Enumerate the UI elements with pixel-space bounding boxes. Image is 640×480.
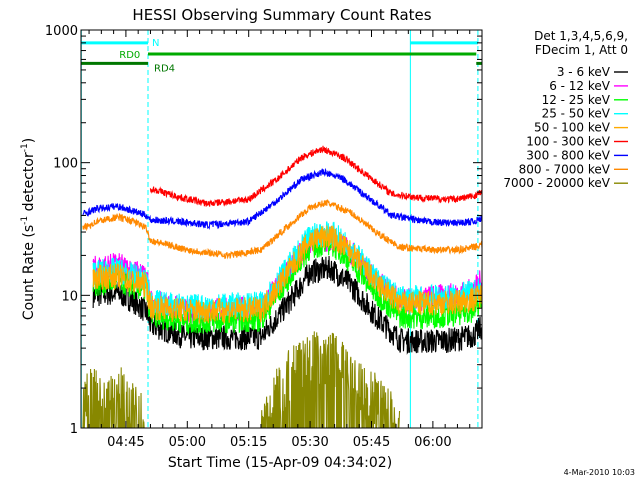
x-tick-label-5: 06:00 xyxy=(414,435,451,450)
series-6 xyxy=(82,167,483,231)
series-5 xyxy=(149,145,483,207)
y-label-mid: detector xyxy=(21,152,37,216)
series-8-line-0 xyxy=(82,367,146,429)
series-0-line-0 xyxy=(92,255,483,355)
series-7 xyxy=(82,198,483,260)
series-4 xyxy=(92,225,483,325)
y-tick-label-0: 1 xyxy=(70,422,78,437)
legend: Det 1,3,4,5,6,9, FDecim 1, Att 0 3 - 6 k… xyxy=(503,29,628,190)
x-tick-label-2: 05:15 xyxy=(230,435,267,450)
series-8-line-1 xyxy=(260,331,401,429)
x-tick-label-0: 04:45 xyxy=(107,435,144,450)
legend-label-7: 800 - 7000 keV xyxy=(519,162,611,176)
chart-title: HESSI Observing Summary Count Rates xyxy=(132,6,431,24)
footer-date: 4-Mar-2010 10:03 xyxy=(564,468,635,477)
series-8 xyxy=(82,331,401,429)
legend-label-3: 25 - 50 keV xyxy=(542,107,611,121)
series-7-line-0 xyxy=(82,198,483,260)
x-tick-label-4: 05:45 xyxy=(353,435,390,450)
y-label-end: ) xyxy=(21,138,37,143)
y-tick-label-1: 10 xyxy=(61,289,78,304)
status-label-rd0: RD0 xyxy=(119,50,140,61)
legend-label-2: 12 - 25 keV xyxy=(542,93,611,107)
legend-label-4: 50 - 100 keV xyxy=(534,121,611,135)
y-axis-label: Count Rate (s-1 detector-1) xyxy=(20,138,37,320)
data-series xyxy=(82,145,483,429)
legend-header-1: Det 1,3,4,5,6,9, xyxy=(534,29,628,43)
y-label-main: Count Rate (s xyxy=(21,225,37,320)
series-5-line-0 xyxy=(149,145,483,207)
y-tick-label-3: 1000 xyxy=(45,24,78,39)
legend-label-8: 7000 - 20000 keV xyxy=(503,176,610,190)
status-label-n: N xyxy=(152,38,159,49)
legend-label-5: 100 - 300 keV xyxy=(526,135,610,149)
x-tick-label-3: 05:30 xyxy=(291,435,328,450)
legend-label-1: 6 - 12 keV xyxy=(549,79,611,93)
y-tick-label-2: 100 xyxy=(53,157,78,172)
x-tick-label-1: 05:00 xyxy=(169,435,206,450)
plot-frame xyxy=(80,29,483,429)
status-label-rd4: RD4 xyxy=(154,63,175,74)
y-label-exp1: -1 xyxy=(20,216,30,225)
legend-label-6: 300 - 800 keV xyxy=(526,148,610,162)
series-6-line-0 xyxy=(82,167,483,231)
series-4-line-0 xyxy=(92,225,483,325)
x-axis-label: Start Time (15-Apr-09 04:34:02) xyxy=(168,455,392,471)
legend-header-2: FDecim 1, Att 0 xyxy=(535,43,628,57)
axes: 04:45 05:00 05:15 05:30 05:45 06:00 1 10 100 1000 xyxy=(45,24,483,450)
y-label-exp2: -1 xyxy=(20,143,30,152)
legend-label-0: 3 - 6 keV xyxy=(557,65,611,79)
status-bars: N RD0 RD4 xyxy=(81,38,482,74)
series-0 xyxy=(92,255,483,355)
